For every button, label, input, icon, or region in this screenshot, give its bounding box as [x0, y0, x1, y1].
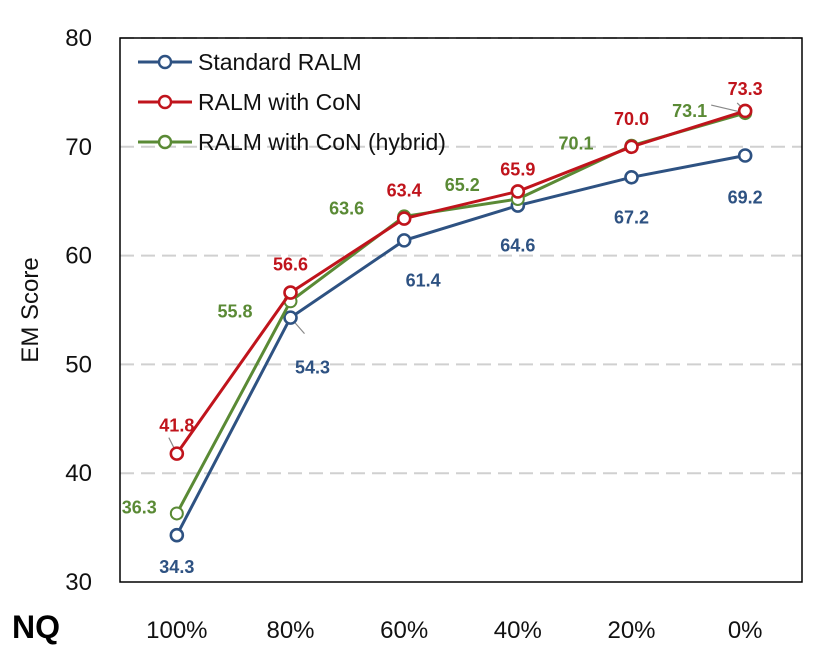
- data-label: 64.6: [500, 236, 535, 256]
- series-group: [169, 103, 753, 543]
- y-tick-label: 40: [65, 460, 92, 487]
- data-label: 36.3: [122, 497, 157, 517]
- legend-label: Standard RALM: [198, 49, 362, 75]
- series-point: [169, 506, 184, 521]
- legend-marker: [157, 54, 173, 70]
- series-point: [510, 184, 526, 199]
- data-label: 63.4: [387, 181, 422, 201]
- y-tick-label: 50: [65, 351, 92, 378]
- x-axis-ticks: 100% 80% 60% 40% 20% 0%: [146, 617, 762, 644]
- x-tick-label: 20%: [607, 617, 655, 644]
- series-line-1: [175, 109, 746, 455]
- x-tick-label: 0%: [728, 617, 763, 644]
- y-tick-label: 30: [65, 569, 92, 596]
- data-labels: 34.3 54.3 61.4 64.6 67.2 69.2 36.3 55.8 63.6 65.2…: [122, 79, 763, 577]
- data-label: 67.2: [614, 207, 649, 227]
- data-label: 69.2: [728, 188, 763, 208]
- series-point: [169, 527, 185, 543]
- series-point: [396, 233, 412, 248]
- series-line-0: [175, 154, 746, 536]
- y-axis-ticks: 30 40 50 60 70 80: [65, 25, 92, 596]
- data-label: 70.1: [558, 134, 593, 154]
- series-point: [283, 310, 298, 325]
- series-point: [624, 139, 639, 155]
- legend-label: RALM with CoN: [198, 89, 362, 115]
- series-point: [737, 103, 753, 119]
- legend: Standard RALM RALM with CoN RALM with CoN …: [138, 49, 446, 155]
- y-tick-label: 60: [65, 243, 92, 270]
- data-label: 34.3: [159, 557, 194, 577]
- legend-marker: [157, 134, 173, 150]
- series-point: [396, 211, 412, 226]
- dataset-label: NQ: [12, 609, 60, 645]
- x-tick-label: 80%: [266, 617, 314, 644]
- data-label: 73.3: [728, 79, 763, 99]
- x-tick-label: 40%: [494, 617, 542, 644]
- series-point: [624, 169, 639, 185]
- data-label: 55.8: [217, 301, 252, 321]
- data-label: 70.0: [614, 109, 649, 129]
- data-label: 65.2: [445, 175, 480, 195]
- x-tick-label: 100%: [146, 617, 207, 644]
- legend-label: RALM with CoN (hybrid): [198, 129, 446, 155]
- data-label: 56.6: [273, 255, 308, 275]
- y-tick-label: 70: [65, 134, 92, 161]
- data-label: 61.4: [406, 270, 441, 290]
- y-axis-label: EM Score: [17, 257, 44, 362]
- plot-frame: [119, 37, 803, 583]
- data-label: 63.6: [329, 198, 364, 218]
- data-label: 65.9: [500, 159, 535, 179]
- legend-marker: [157, 94, 173, 110]
- label-leaders: [168, 102, 746, 454]
- data-label: 54.3: [295, 358, 330, 378]
- series-point: [737, 148, 753, 163]
- data-label: 73.1: [672, 101, 707, 121]
- y-tick-label: 80: [65, 25, 92, 52]
- series-point: [283, 285, 298, 300]
- series-point: [169, 446, 185, 461]
- data-label: 41.8: [159, 416, 194, 436]
- x-tick-label: 60%: [380, 617, 428, 644]
